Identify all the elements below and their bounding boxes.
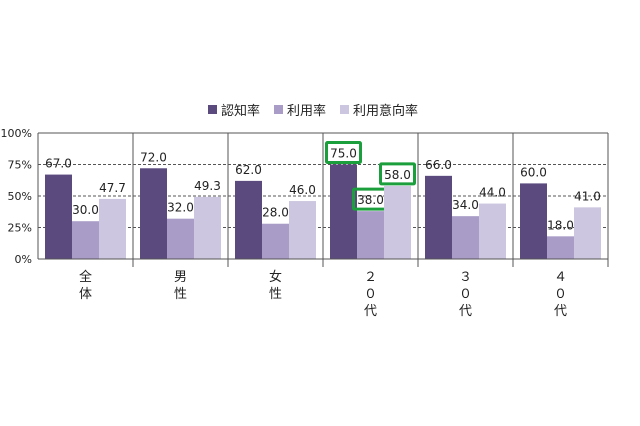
legend-label: 認知率 (220, 104, 260, 119)
data-label: 28.0 (262, 206, 289, 220)
x-tick-label: ２ (364, 270, 377, 285)
legend-item: 認知率 (207, 100, 260, 119)
data-label: 38.0 (357, 193, 384, 207)
y-tick-label: 50% (8, 190, 32, 203)
data-label: 75.0 (330, 147, 357, 161)
x-tick-label: 代 (364, 304, 377, 319)
y-tick-label: 0% (15, 253, 32, 266)
bar (452, 216, 479, 259)
y-tick-label: 25% (8, 222, 32, 235)
legend-swatch (340, 105, 349, 114)
data-label: 58.0 (384, 168, 411, 182)
bar (574, 207, 601, 259)
legend-item: 利用率 (273, 100, 326, 119)
x-tick-label: 代 (554, 304, 567, 319)
data-label: 67.0 (45, 157, 72, 171)
data-label: 62.0 (235, 163, 262, 177)
data-label: 44.0 (479, 186, 506, 200)
data-label: 49.3 (194, 179, 221, 193)
x-tick-label: ０ (364, 287, 377, 302)
bar (72, 221, 99, 259)
x-tick-label: ３ (459, 270, 472, 285)
legend-swatch (273, 105, 283, 114)
data-label: 41.0 (574, 189, 601, 203)
bar (330, 164, 357, 259)
y-tick-label: 75% (8, 159, 32, 172)
legend-swatch (207, 105, 217, 114)
bar (547, 236, 574, 259)
data-label: 47.7 (99, 181, 126, 195)
x-tick-label: ０ (459, 287, 472, 302)
bar (194, 196, 221, 259)
y-tick-label: 100% (1, 127, 32, 140)
legend-label: 利用率 (286, 104, 326, 119)
bar (140, 168, 167, 259)
x-tick-label: 全 (79, 269, 92, 285)
bar (167, 218, 194, 259)
x-tick-label: ４ (554, 270, 567, 285)
highlight-box (379, 162, 416, 186)
bar (520, 183, 547, 259)
legend: 認知率 利用率 利用意向率 (0, 100, 640, 119)
legend-label: 利用意向率 (353, 104, 419, 119)
bar (99, 198, 126, 259)
data-label: 66.0 (425, 158, 452, 172)
bar (357, 211, 384, 259)
bar (45, 174, 72, 259)
bar (384, 185, 411, 259)
data-label: 46.0 (289, 183, 316, 197)
x-tick-label: 体 (79, 287, 92, 302)
data-label: 18.0 (547, 218, 574, 232)
data-label: 30.0 (72, 203, 99, 217)
bar (425, 175, 452, 259)
bar (479, 203, 506, 259)
x-tick-label: 性 (174, 287, 187, 302)
legend-item: 利用意向率 (340, 100, 418, 119)
x-tick-label: ０ (554, 287, 567, 302)
data-label: 34.0 (452, 198, 479, 212)
data-label: 32.0 (167, 201, 194, 215)
x-tick-label: 代 (459, 304, 472, 319)
x-tick-label: 性 (269, 287, 282, 302)
bar (262, 223, 289, 259)
x-tick-label: 男 (174, 270, 187, 285)
bar (289, 201, 316, 259)
bar (235, 180, 262, 259)
data-label: 72.0 (140, 150, 167, 164)
highlight-box (325, 141, 362, 164)
x-tick-label: 女 (269, 269, 282, 285)
data-label: 60.0 (520, 165, 547, 179)
